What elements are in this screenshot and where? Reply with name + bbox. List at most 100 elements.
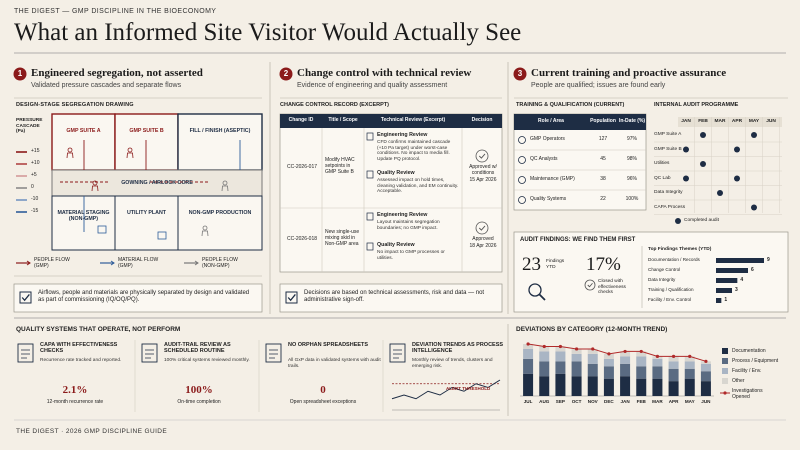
- month-label: JUN: [766, 119, 776, 124]
- table-frame: [279, 113, 503, 273]
- x-tick-label: JUN: [701, 399, 711, 404]
- theme-bar: [716, 268, 748, 273]
- review-text: Assessed impact on hold times, cleaning …: [377, 178, 459, 195]
- change-id: CC-2026-017: [286, 164, 318, 170]
- section-number: 2: [283, 69, 289, 78]
- person-icon: [92, 180, 98, 186]
- bar-segment: [636, 366, 647, 379]
- legend-dot: [675, 218, 681, 224]
- bar-segment: [652, 366, 663, 379]
- cascade-level: +5: [31, 172, 37, 178]
- role-label: Quality Systems: [530, 196, 567, 202]
- role-icon: [518, 156, 526, 164]
- bar-segment: [652, 358, 663, 367]
- table-title: TRAINING & QUALIFICATION (CURRENT): [516, 102, 625, 108]
- trend-line: [391, 379, 501, 400]
- person-icon: [221, 185, 229, 192]
- x-tick-label: OCT: [571, 399, 582, 404]
- item-title: DEVIATION TRENDS AS PROCESS INTELLIGENCE: [412, 342, 504, 355]
- audit-area: GMP Suite B: [654, 146, 682, 152]
- decision-date: 15 Apr 2026: [469, 177, 497, 183]
- person-icon: [202, 225, 208, 231]
- audit-title: INTERNAL AUDIT PROGRAMME: [654, 102, 739, 108]
- role-icon: [518, 136, 526, 144]
- bar-segment: [539, 346, 550, 352]
- room: [177, 113, 263, 171]
- bar-segment: [555, 346, 566, 352]
- legend-swatch: [722, 378, 728, 384]
- people-flow-arrow: [83, 140, 147, 170]
- person-icon: [91, 185, 99, 192]
- flow-arrowhead: [26, 260, 31, 266]
- legend-label: Process / Equipment: [732, 357, 779, 364]
- room: [177, 195, 263, 251]
- bar-segment: [603, 366, 614, 379]
- bar-segment: [620, 363, 631, 377]
- investigations-point: [574, 347, 579, 351]
- table-header: [514, 114, 646, 130]
- review-icon: [366, 132, 374, 141]
- column-header: Population: [590, 118, 616, 124]
- section-subtitle: Evidence of engineering and quality asse…: [297, 82, 448, 89]
- bar-segment: [700, 371, 711, 382]
- table-cell: 100%: [625, 196, 639, 202]
- bar-segment: [668, 356, 679, 362]
- audit-dot: [700, 132, 706, 138]
- item-icon: [269, 349, 278, 359]
- review-text: No impact to GMP processes or utilities.: [377, 250, 445, 261]
- theme-value: 4: [740, 276, 744, 283]
- month-label: MAY: [748, 119, 760, 124]
- bar-segment: [555, 361, 566, 374]
- table-cell: 96%: [626, 176, 637, 182]
- investigations-point: [704, 359, 708, 363]
- bar-segment: [636, 356, 647, 367]
- bar-segment: [668, 368, 679, 382]
- role-label: GMP Operators: [530, 136, 565, 142]
- audit-area: Utilities: [654, 161, 670, 166]
- column-header: Technical Review (Excerpt): [380, 117, 446, 123]
- investigations-point: [655, 354, 660, 358]
- number-badge: [13, 67, 27, 81]
- bar-segment: [555, 351, 566, 362]
- table-cell: 22: [600, 196, 606, 202]
- note-text: Airflows, people and materials are physi…: [38, 290, 250, 304]
- chart-title: DEVIATIONS BY CATEGORY (12-MONTH TREND): [516, 326, 668, 333]
- room-label: FILL / FINISH (ASEPTIC): [189, 128, 251, 134]
- theme-label: Data Integrity: [648, 277, 676, 282]
- investigations-point: [623, 349, 627, 354]
- item-metric-label: 12-month recurrence rate: [46, 399, 104, 405]
- decision: Approved w/ conditions: [469, 164, 497, 176]
- title: What an Informed Site Visitor Would Actu…: [14, 19, 522, 46]
- room-label: UTILITY PLANT: [126, 210, 167, 216]
- checkbox: [285, 291, 298, 304]
- table-title: CHANGE CONTROL RECORD (EXCERPT): [280, 102, 389, 108]
- x-tick-label: JUL: [523, 399, 533, 404]
- bar-segment: [523, 344, 534, 349]
- bar-segment: [571, 376, 582, 396]
- investigations-line: [528, 343, 707, 362]
- note-text: Decisions are based on technical assessm…: [304, 290, 485, 304]
- column-header: Decision: [471, 117, 493, 123]
- check-mark: [21, 294, 30, 302]
- findings-title: AUDIT FINDINGS: WE FIND THEM FIRST: [520, 237, 636, 243]
- themes-title: Top Findings Themes (YTD): [648, 247, 712, 252]
- investigations-point: [688, 354, 692, 358]
- audit-dot: [751, 132, 757, 138]
- audit-dot: [683, 146, 689, 153]
- closed-share: 17%: [586, 254, 621, 275]
- note-box: [279, 283, 503, 313]
- bar-segment: [620, 356, 631, 364]
- audit-area: GMP Suite A: [654, 132, 682, 137]
- change-scope: Modify HVAC setpoints in GMP Suite B: [325, 157, 355, 175]
- item-metric-label: Open spreadsheet exceptions: [289, 399, 357, 405]
- role-label: QC Analysts: [530, 156, 558, 162]
- theme-value: 9: [767, 256, 770, 263]
- table-cell: 38: [600, 176, 606, 182]
- bar-segment: [636, 378, 647, 396]
- audit-header: [678, 117, 782, 127]
- theme-label: Training / Qualification: [648, 287, 694, 292]
- bar-segment: [587, 348, 598, 354]
- decision: Approved: [472, 236, 494, 242]
- x-tick-label: NOV: [587, 399, 598, 404]
- role-icon: [518, 196, 526, 204]
